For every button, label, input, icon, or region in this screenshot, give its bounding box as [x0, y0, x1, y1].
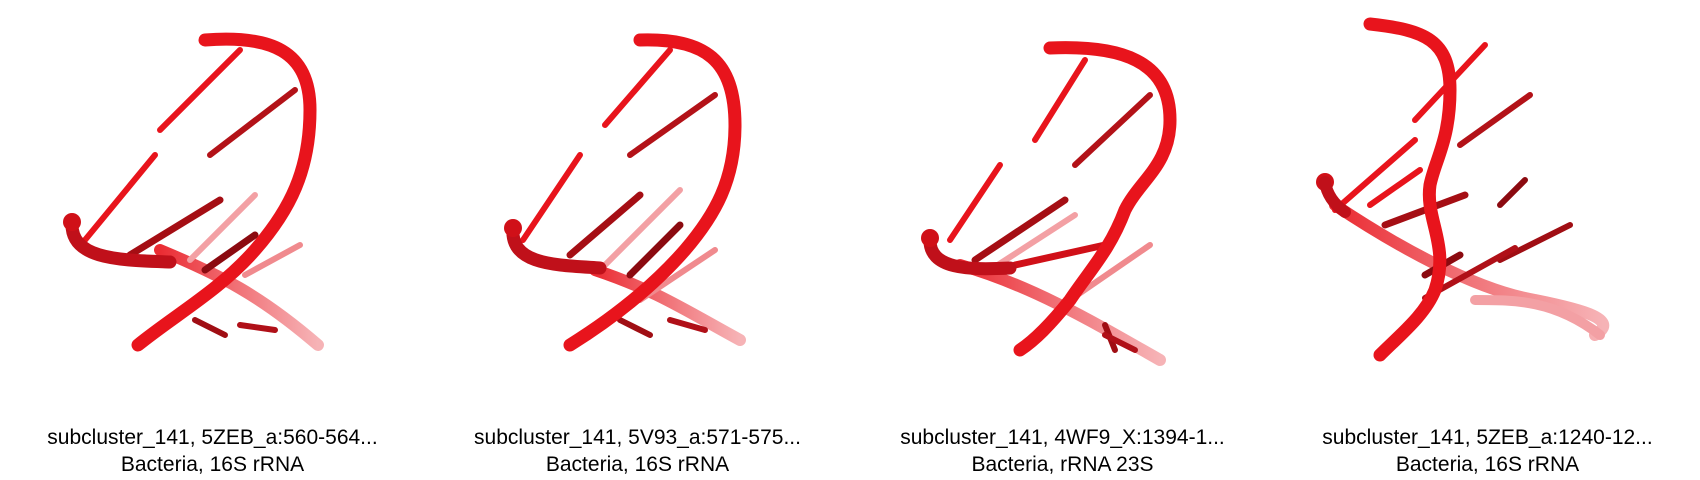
panel-title: subcluster_141, 4WF9_X:1394-1... [900, 426, 1225, 449]
panel-subtitle: Bacteria, rRNA 23S [971, 453, 1154, 476]
caption: subcluster_141, 5ZEB_a:560-564... Bacter… [0, 424, 425, 478]
structure-panel-1: subcluster_141, 5ZEB_a:560-564... Bacter… [0, 0, 425, 480]
caption: subcluster_141, 5V93_a:571-575... Bacter… [425, 424, 850, 478]
panel-subtitle: Bacteria, 16S rRNA [1395, 453, 1580, 476]
panel-subtitle: Bacteria, 16S rRNA [120, 453, 305, 476]
rna-structure-image [63, 32, 324, 352]
rna-structure-image [1316, 17, 1609, 362]
panel-title: subcluster_141, 5ZEB_a:1240-12... [1322, 426, 1653, 449]
caption: subcluster_141, 5ZEB_a:1240-12... Bacter… [1275, 424, 1700, 478]
panel-title: subcluster_141, 5V93_a:571-575... [474, 426, 801, 449]
panel-subtitle: Bacteria, 16S rRNA [545, 453, 730, 476]
structure-panel-2: subcluster_141, 5V93_a:571-575... Bacter… [425, 0, 850, 480]
structure-panel-4: subcluster_141, 5ZEB_a:1240-12... Bacter… [1275, 0, 1700, 480]
caption: subcluster_141, 4WF9_X:1394-1... Bacteri… [850, 424, 1275, 478]
structure-panel-3: subcluster_141, 4WF9_X:1394-1... Bacteri… [850, 0, 1275, 480]
panel-title: subcluster_141, 5ZEB_a:560-564... [47, 426, 378, 449]
rna-structure-image [921, 41, 1177, 366]
rna-structure-image [504, 33, 746, 352]
